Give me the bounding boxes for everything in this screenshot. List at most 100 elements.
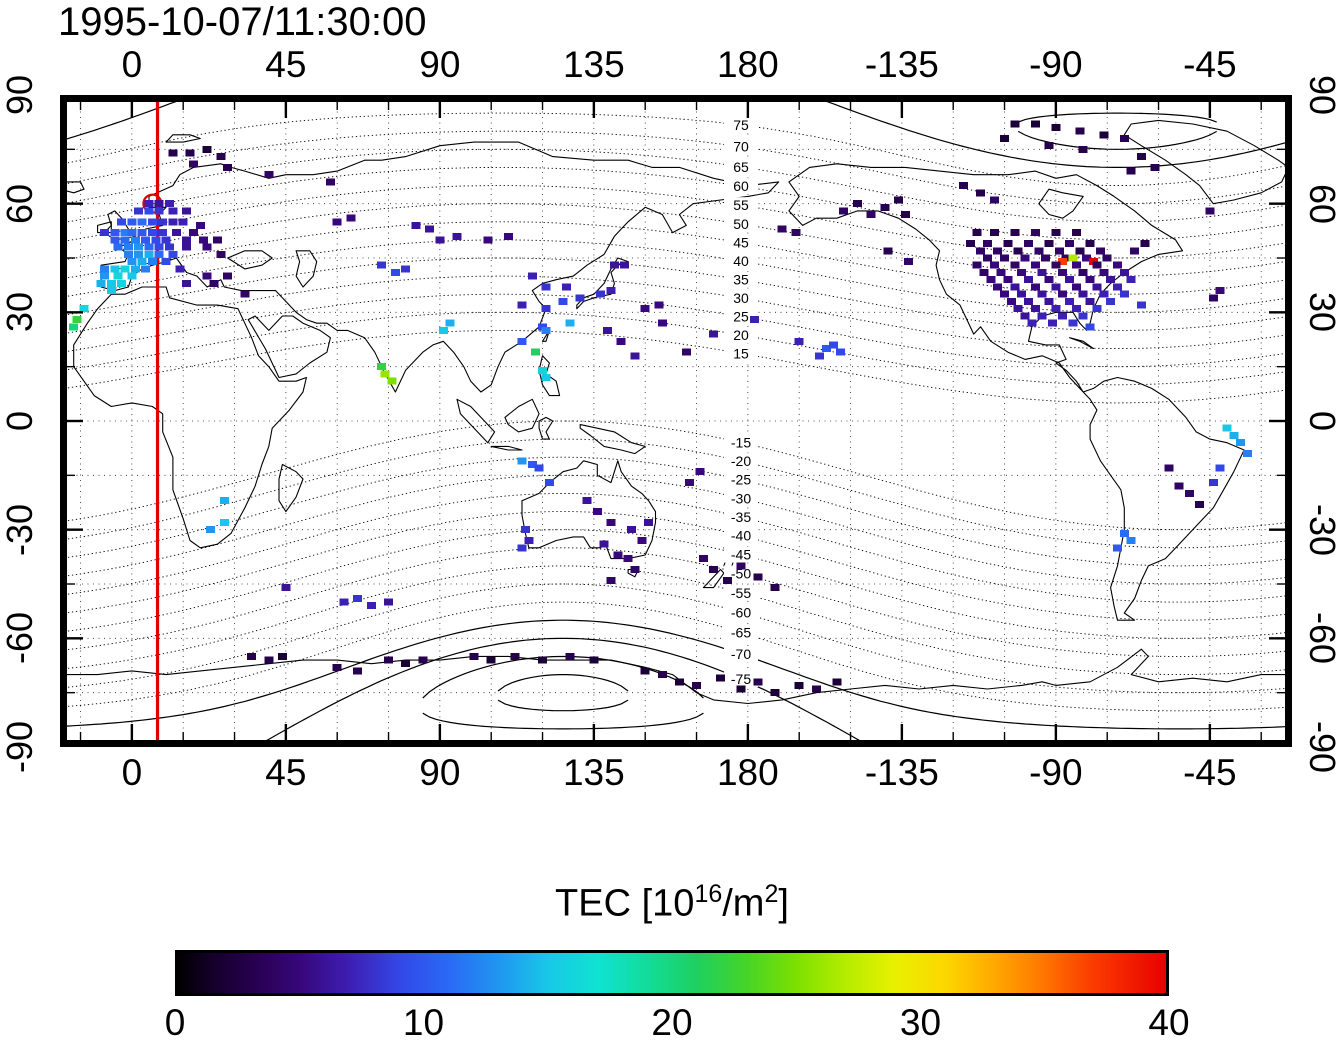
lat-tick-label-left: -60 — [0, 612, 40, 665]
contour-label-bg — [724, 671, 759, 688]
tec-point — [486, 656, 496, 664]
tec-point — [144, 207, 154, 215]
tec-point — [1037, 312, 1047, 320]
tec-point — [120, 265, 130, 273]
tec-point — [195, 221, 205, 229]
tec-point — [141, 236, 151, 244]
tec-point — [206, 526, 216, 534]
tec-point — [96, 279, 106, 287]
maglat-contour — [422, 712, 704, 730]
tec-point — [972, 229, 982, 237]
tec-point — [137, 218, 147, 226]
tec-point — [134, 250, 144, 258]
coastline — [73, 286, 307, 549]
contour-label-bg — [724, 197, 759, 214]
contour-label: -50 — [731, 566, 751, 582]
colorbar-title-exponent: 16 — [694, 880, 723, 908]
tec-point — [517, 544, 527, 552]
tec-point — [1071, 261, 1081, 269]
tec-point — [1071, 305, 1081, 313]
tec-point — [900, 211, 910, 219]
tec-point — [445, 319, 455, 327]
contour-label: 50 — [733, 216, 749, 232]
lon-tick-label-bottom: 45 — [265, 752, 307, 793]
tec-point — [216, 153, 226, 161]
tec-point — [692, 681, 702, 689]
tec-point — [541, 305, 551, 313]
tec-point — [123, 243, 133, 251]
coastline — [579, 424, 646, 455]
tec-point — [366, 602, 376, 610]
tec-point — [1044, 276, 1054, 284]
lon-tick-label-bottom: -135 — [864, 752, 939, 793]
tec-point — [401, 265, 411, 273]
tec-point — [524, 537, 534, 545]
lon-tick-label-bottom: 180 — [716, 752, 779, 793]
contour-label: 70 — [733, 139, 749, 155]
tec-point — [1085, 297, 1095, 305]
tec-point — [657, 319, 667, 327]
timestamp-title: 1995-10-07/11:30:00 — [58, 0, 427, 44]
coastline — [788, 163, 1245, 621]
tec-point — [695, 468, 705, 476]
tec-point — [1000, 254, 1010, 262]
tec-point — [791, 229, 801, 237]
tec-point — [178, 218, 188, 226]
tec-point — [623, 555, 633, 563]
tec-point — [199, 236, 209, 244]
tec-point — [644, 518, 654, 526]
tec-point — [110, 229, 120, 237]
maglat-contour — [60, 293, 1292, 368]
tec-point — [1150, 163, 1160, 171]
tec-point — [1078, 312, 1088, 320]
tec-point — [904, 258, 914, 266]
colorbar-title-exponent2: 2 — [764, 880, 779, 908]
lat-tick-label-left: 0 — [0, 410, 40, 432]
contour-label: -20 — [731, 453, 751, 469]
tec-point — [630, 352, 640, 360]
maglat-contour — [60, 493, 1292, 603]
tec-point — [106, 279, 116, 287]
colorbar-tick-label: 10 — [402, 1002, 445, 1043]
tec-point — [777, 225, 787, 233]
contour-label: 55 — [733, 197, 749, 213]
tec-point — [325, 178, 335, 186]
tec-point — [1010, 283, 1020, 291]
tec-point — [1000, 134, 1010, 142]
tec-point — [117, 279, 127, 287]
tec-point — [538, 656, 548, 664]
maglat-contour — [60, 529, 1292, 639]
tec-point — [154, 207, 164, 215]
tec-point — [346, 214, 356, 222]
tec-point — [1065, 276, 1075, 284]
maglat-contour — [60, 456, 1292, 567]
tec-point — [137, 229, 147, 237]
tec-point — [1112, 544, 1122, 552]
tec-point — [527, 460, 537, 468]
maglat-contour — [60, 583, 1292, 694]
contour-label-bg — [724, 138, 759, 155]
coastline — [100, 141, 780, 393]
tec-point — [1119, 290, 1129, 298]
tec-point — [852, 200, 862, 208]
tec-point — [144, 200, 154, 208]
tec-point — [674, 678, 684, 686]
contour-label: -30 — [731, 490, 751, 506]
tec-point — [1136, 153, 1146, 161]
contour-label-bg — [724, 327, 759, 344]
tec-point — [1092, 305, 1102, 313]
contour-label-bg — [724, 546, 759, 563]
tec-point — [531, 348, 541, 356]
tec-point — [1119, 529, 1129, 537]
coastline — [504, 398, 540, 433]
tec-point — [558, 297, 568, 305]
tec-point — [216, 250, 226, 258]
tec-point — [185, 149, 195, 157]
tec-point — [158, 229, 168, 237]
tec-point — [1099, 131, 1109, 139]
contour-label-bg — [724, 584, 759, 601]
tec-point — [219, 497, 229, 505]
tec-point — [976, 189, 986, 197]
tec-point — [182, 207, 192, 215]
tec-point — [753, 678, 763, 686]
